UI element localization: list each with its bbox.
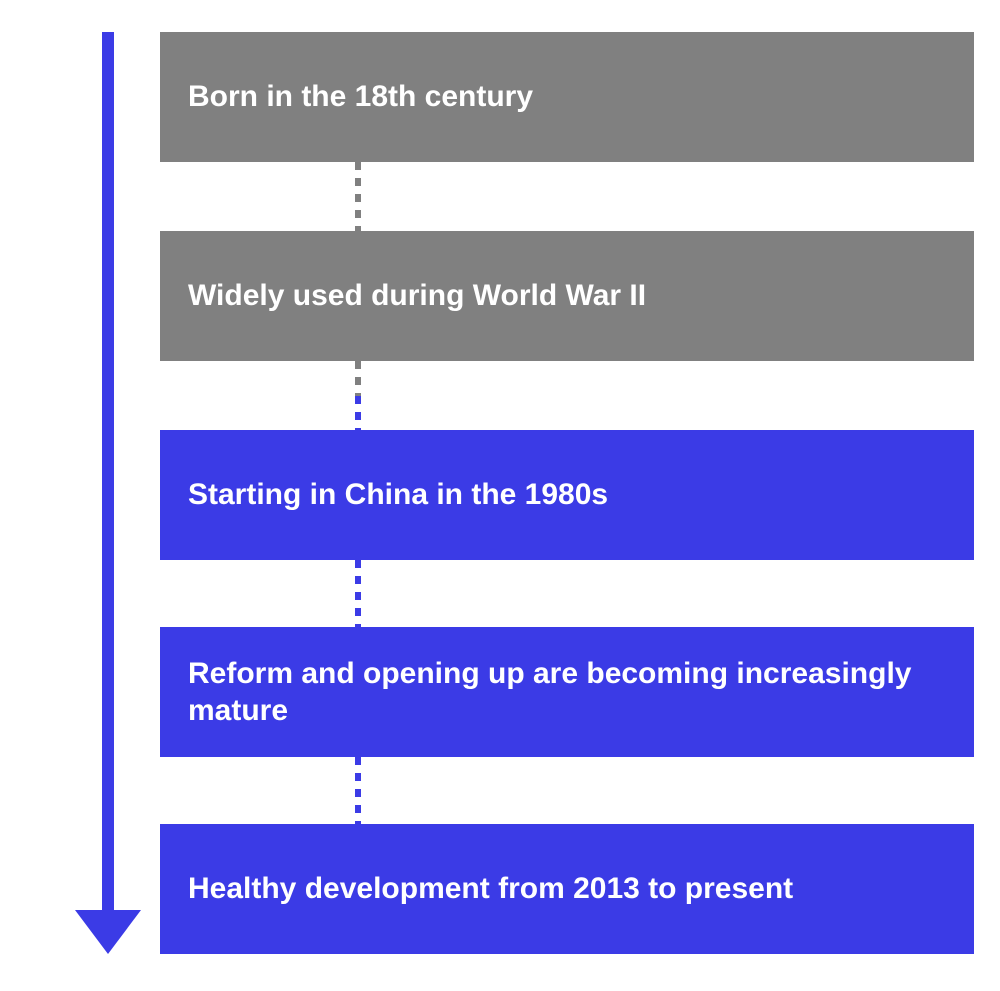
timeline-box-label: Born in the 18th century [188,78,533,116]
timeline-diagram: Born in the 18th century Widely used duri… [0,0,1000,991]
timeline-box: Born in the 18th century [160,32,974,162]
connector [355,162,361,231]
connector [355,560,361,627]
timeline-box: Starting in China in the 1980s [160,430,974,560]
timeline-box-label: Widely used during World War II [188,277,646,315]
timeline-box: Healthy development from 2013 to present [160,824,974,954]
arrow-shaft [102,32,114,910]
arrow-head-icon [75,910,141,954]
connector [355,361,361,396]
timeline-box: Widely used during World War II [160,231,974,361]
timeline-box-label: Healthy development from 2013 to present [188,870,793,908]
timeline-box: Reform and opening up are becoming incre… [160,627,974,757]
timeline-box-label: Reform and opening up are becoming incre… [188,655,954,730]
timeline-box-label: Starting in China in the 1980s [188,476,608,514]
connector [355,757,361,824]
connector [355,396,361,430]
